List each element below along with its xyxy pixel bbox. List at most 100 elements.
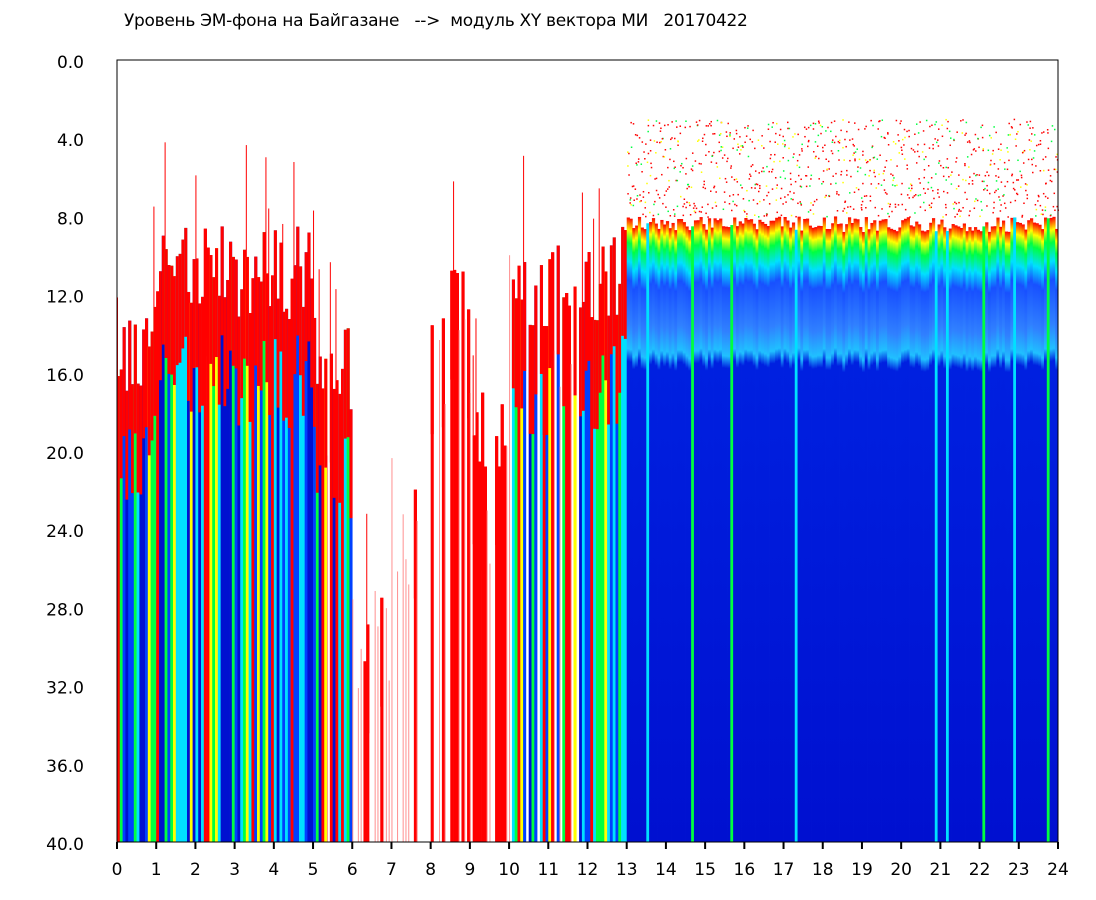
heatmap-dot [915,123,918,125]
heatmap-spike [245,145,247,257]
heatmap-dot [892,141,895,143]
heatmap-dot [867,160,869,163]
heatmap-spike [523,155,525,263]
heatmap-stripe [226,279,230,842]
heatmap-dot [664,149,667,151]
heatmap-dot [749,138,751,141]
heatmap-dot [910,147,913,150]
heatmap-stripe [923,231,927,842]
heatmap-stripe [733,217,737,843]
heatmap-dot [904,136,906,139]
heatmap-dot [849,205,852,208]
heatmap-dot [1026,184,1028,186]
heatmap-stripe [637,216,642,842]
heatmap-stripe [338,393,342,842]
heatmap-dot [876,158,879,160]
heatmap-dot [757,216,760,218]
heatmap-dot [778,134,781,136]
heatmap-dot [1045,182,1047,185]
heatmap-dot [1026,197,1029,200]
heatmap-stripe [304,252,308,842]
heatmap-dot [901,153,904,155]
heatmap-stripe [1001,220,1006,842]
heatmap-stripe [282,311,286,842]
x-tick-label: 2 [190,860,201,880]
heatmap-dot [995,180,998,182]
heatmap-dot [1056,153,1059,156]
heatmap-dot [871,145,874,147]
heatmap-dot [797,202,799,205]
heatmap-stripe-top [500,404,504,514]
heatmap-dot [1032,171,1034,174]
heatmap-stripe [996,217,1000,843]
heatmap-stripe [257,277,261,842]
heatmap-dot [654,178,656,180]
heatmap-dot [946,158,949,160]
heatmap-dot [1055,156,1057,158]
heatmap-dot [1015,179,1018,181]
heatmap-dot [896,184,898,187]
heatmap-stripe [1010,217,1014,842]
heatmap-dot [630,146,633,149]
heatmap-dot [971,183,974,185]
heatmap-dot [787,121,789,124]
heatmap-stripe-top [293,265,297,375]
heatmap-dot [971,179,974,182]
heatmap-dot [803,126,806,129]
heatmap-dot [736,181,739,183]
heatmap-stripe-top [139,385,143,495]
heatmap-dot [925,156,927,158]
heatmap-dot [650,162,652,165]
heatmap-stripe-top [441,318,445,428]
heatmap-dot [690,168,693,170]
heatmap-stripe [775,217,779,842]
heatmap-stripe-top [203,228,207,338]
heatmap-dot [1011,127,1013,129]
heatmap-dot [1020,186,1022,188]
heatmap-stripe [268,306,272,843]
heatmap-stripe [1046,218,1050,842]
heatmap-stripe [598,283,602,842]
heatmap-stripe-top [240,289,244,399]
heatmap-dot [884,137,886,139]
heatmap-dot [856,148,858,150]
heatmap-dot [805,185,808,188]
heatmap-stripe [248,313,252,842]
heatmap-dot [917,132,920,134]
heatmap-dot [874,206,877,209]
heatmap-dot [990,159,992,162]
heatmap-dot [721,146,724,148]
heatmap-stripe [906,217,910,842]
heatmap-dot [676,126,678,128]
heatmap-stripe-top [136,383,140,493]
heatmap-stripe [847,217,852,842]
heatmap-dot [627,193,629,195]
heatmap-dot [740,145,742,147]
heatmap-dot [663,156,666,158]
heatmap-dot [908,129,910,132]
heatmap-dot [928,147,931,149]
heatmap-dot [937,145,940,147]
heatmap-stripe [1032,222,1036,843]
heatmap-dot [956,213,959,216]
heatmap-dot [997,188,999,190]
heatmap-dot [995,175,997,177]
heatmap-stripe-top [229,241,233,351]
heatmap-stripe-top [175,256,179,366]
heatmap-stripe [290,278,294,842]
heatmap-dot [721,157,724,159]
heatmap-dot [973,148,976,150]
heatmap-dot [909,216,911,218]
heatmap-dot [1046,129,1049,131]
heatmap-stripe [878,220,882,843]
heatmap-stripe-top [271,275,275,385]
heatmap-dot [914,212,916,214]
heatmap-dot [1010,126,1013,128]
heatmap-dot [804,135,806,138]
heatmap-dot [1047,169,1050,171]
heatmap-dot [909,189,912,192]
heatmap-stripe-top [254,256,258,366]
heatmap-stripe [976,229,980,842]
heatmap-dot [958,208,961,211]
heatmap-stripe [430,325,434,843]
